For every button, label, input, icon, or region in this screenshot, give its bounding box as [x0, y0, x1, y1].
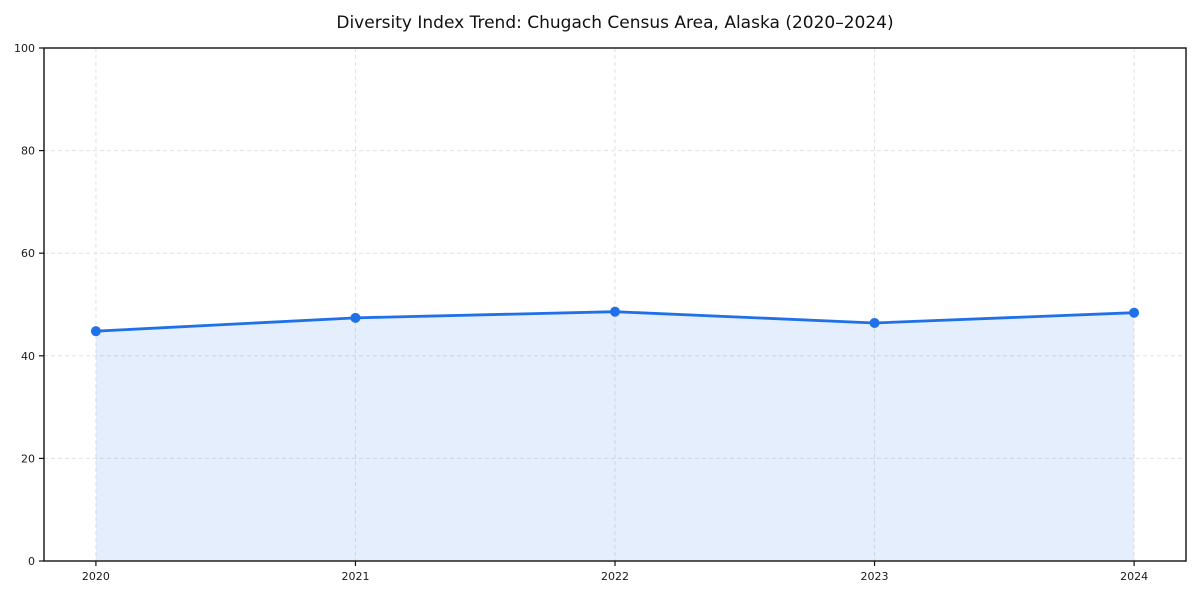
y-axis-tick-label: 20 [21, 452, 35, 465]
y-axis-tick-label: 80 [21, 145, 35, 158]
data-point-marker [1129, 307, 1140, 318]
x-axis-tick-label: 2022 [601, 570, 629, 583]
x-axis-tick-label: 2024 [1120, 570, 1148, 583]
y-axis-tick-label: 40 [21, 350, 35, 363]
x-axis-tick-label: 2021 [341, 570, 369, 583]
data-point-marker [610, 306, 620, 317]
y-axis-tick-label: 60 [21, 247, 35, 260]
x-axis-tick-label: 2020 [82, 570, 110, 583]
chart-title: Diversity Index Trend: Chugach Census Ar… [336, 13, 894, 33]
data-point-marker [869, 317, 880, 328]
x-axis-tick-label: 2023 [861, 570, 889, 583]
data-point-marker [90, 326, 101, 337]
data-point-marker [350, 312, 361, 323]
area-fill [95, 311, 1135, 561]
y-axis-tick-label: 100 [14, 42, 35, 55]
y-axis-tick-label: 0 [28, 555, 35, 568]
